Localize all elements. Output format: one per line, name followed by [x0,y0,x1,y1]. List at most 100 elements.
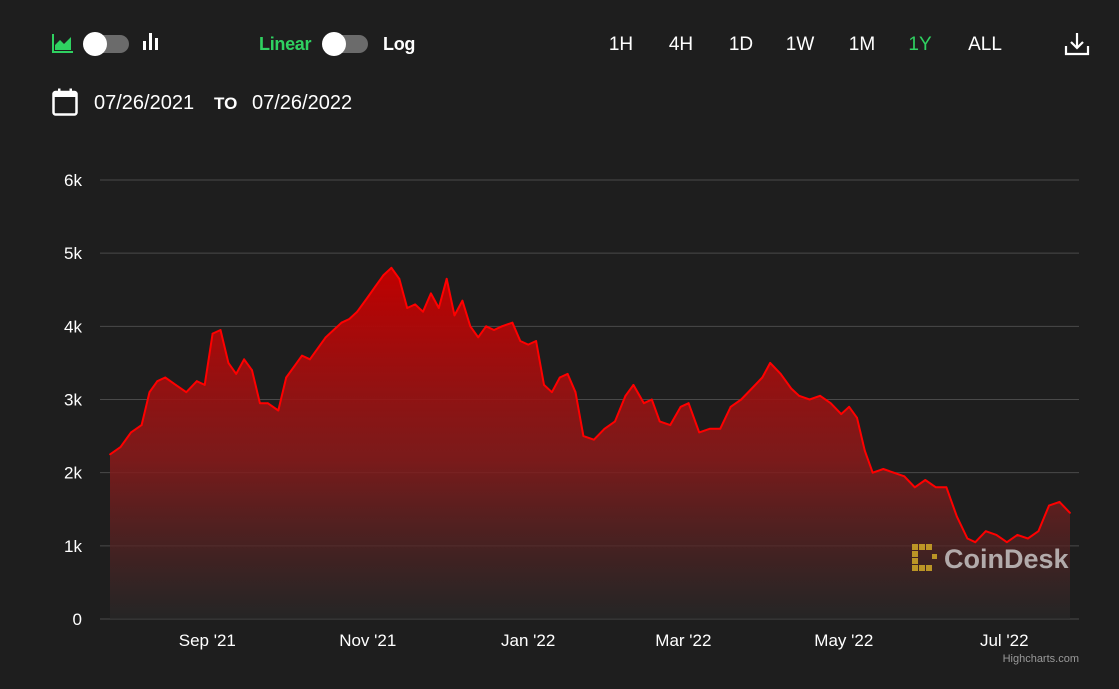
data-point [574,391,577,394]
data-point [614,420,616,423]
data-point [1006,541,1008,544]
y-tick-label: 3k [64,391,82,410]
data-point [477,336,480,339]
data-point [740,398,743,401]
data-point [324,336,327,339]
data-point [956,515,958,518]
data-point [243,358,246,361]
y-tick-label: 0 [73,610,82,629]
x-tick-label: Jan '22 [501,631,555,650]
range-button-1y[interactable]: 1Y [908,34,932,55]
data-point [543,384,545,386]
data-point [687,402,690,405]
scale-toggle[interactable] [322,32,368,56]
date-from-input[interactable]: 07/26/2021 [94,92,195,114]
data-point [779,373,782,375]
x-tick-label: May '22 [814,631,873,650]
y-tick-label: 6k [64,171,82,190]
data-point [316,347,319,350]
data-point [332,329,335,331]
data-point [819,394,821,397]
data-point [519,340,522,342]
data-point [892,471,895,474]
range-selector: 1H 4H 1D 1W 1M 1Y ALL [0,34,1119,60]
data-point [366,296,369,298]
data-point [348,318,351,320]
range-button-1w[interactable]: 1W [785,34,815,55]
y-tick-label: 2k [64,464,82,483]
range-button-4h[interactable]: 4H [668,34,694,55]
y-tick-label: 5k [64,244,82,263]
data-point [211,332,214,335]
data-point [719,427,722,430]
x-tick-label: Sep '21 [179,631,236,650]
data-point [461,299,464,302]
data-point [1069,512,1071,514]
data-point [750,387,753,390]
data-point [871,471,874,474]
series-area-fill [110,267,1070,619]
data-point [551,391,553,394]
date-to-input[interactable]: 07/26/2022 [252,92,353,114]
data-point [856,416,858,419]
data-point [643,402,645,405]
range-button-all[interactable]: ALL [968,34,1002,55]
data-point [863,449,866,452]
data-point [437,307,440,309]
data-point [119,446,122,448]
chart-type-toggle-knob [83,32,107,56]
data-point [422,310,424,313]
scale-toggle-knob [322,32,346,56]
data-point [285,376,288,379]
highcharts-credits[interactable]: Highcharts.com [1003,653,1079,665]
data-point [148,391,151,394]
data-point [109,453,111,456]
data-point [679,405,682,408]
linear-scale-label[interactable]: Linear [259,34,312,54]
data-point [266,402,269,405]
chart-type-toggle[interactable] [83,32,129,56]
calendar-icon[interactable] [52,88,78,116]
data-point [535,340,537,342]
data-point [698,431,701,434]
download-icon[interactable] [1064,31,1090,57]
data-point [658,420,661,423]
y-tick-label: 1k [64,537,82,556]
data-point [984,530,987,533]
coindesk-logo-icon [912,544,937,571]
data-point [219,329,222,331]
data-point [769,362,772,364]
data-point [624,394,627,397]
data-point [445,277,448,280]
data-point [650,398,653,401]
data-point [156,380,159,383]
data-point [174,384,177,386]
x-axis-labels: Sep '21 Nov '21 Jan '22 Mar '22 May '22 Jul '… [179,631,1029,650]
data-point [558,376,561,379]
y-axis-labels: 0 1k 2k 3k 4k 5k 6k [64,171,82,629]
bar-chart-icon[interactable] [142,32,160,52]
area-chart-icon[interactable] [52,33,74,53]
range-button-1h[interactable]: 1H [608,34,634,55]
data-point [277,409,280,412]
data-point [493,329,495,331]
data-point [301,354,303,357]
data-point [1048,504,1050,507]
range-button-1d[interactable]: 1D [728,34,754,55]
data-point [903,475,906,478]
data-point [164,376,167,379]
range-button-1m[interactable]: 1M [848,34,876,55]
data-point [882,468,885,470]
data-point [356,310,359,313]
data-point [840,413,843,415]
data-point [293,365,295,368]
data-point [1016,534,1019,536]
data-point [966,537,969,540]
log-scale-label[interactable]: Log [383,34,416,54]
date-to-label: TO [214,94,238,113]
data-point [382,274,385,276]
data-point [790,387,793,390]
y-tick-label: 4k [64,317,82,336]
data-point [195,380,198,383]
x-tick-label: Mar '22 [655,631,711,650]
